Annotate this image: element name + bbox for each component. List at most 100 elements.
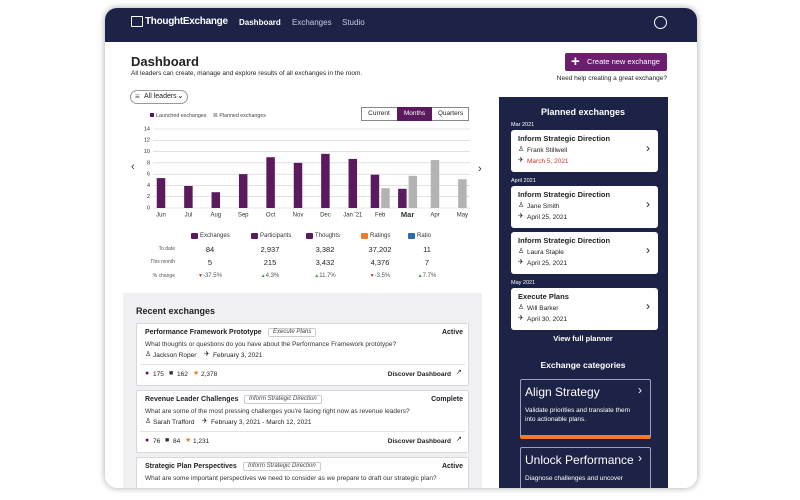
chevron: › <box>638 451 642 465</box>
filter-dropdown[interactable] <box>130 90 188 104</box>
stat-icon <box>306 233 313 239</box>
x-tick-label: Aug <box>210 213 221 219</box>
person-icon: ♙ <box>518 304 525 311</box>
date-icon: ✈ <box>518 259 524 266</box>
stat-icon: ■ <box>165 437 170 444</box>
date-icon: ✈ <box>518 315 524 322</box>
stat-change: ▲4.3% <box>261 273 280 280</box>
change-value: -37.5% <box>202 273 222 279</box>
month-label: May 2021 <box>511 280 536 286</box>
chevron: › <box>646 243 650 257</box>
exchange-question: What are some of the most pressing chall… <box>145 408 410 415</box>
person-icon: ♙ <box>518 202 525 209</box>
toggle-label[interactable]: Quarters <box>437 110 464 117</box>
x-tick-label: Nov <box>293 213 304 219</box>
stat-header: Ratio <box>417 233 432 239</box>
exchange-stat: 162 <box>177 371 188 378</box>
stat-icon: ● <box>145 370 150 377</box>
external-icon: ↗ <box>456 369 462 376</box>
stat-header: Participants <box>260 233 292 239</box>
help-link[interactable]: Need help creating a great exchange? <box>556 75 667 82</box>
create-button[interactable] <box>565 53 667 71</box>
change-value: 7.7% <box>422 273 437 279</box>
planned-card[interactable] <box>511 232 658 274</box>
x-tick-label: Feb <box>375 213 386 219</box>
bar <box>293 162 303 208</box>
nav-item[interactable]: Studio <box>342 18 365 27</box>
exchange-person: Jackson Roper <box>153 352 197 359</box>
stat-icon <box>408 233 415 239</box>
date-icon: ✈ <box>202 418 208 425</box>
toggle-label[interactable]: Current <box>368 110 390 117</box>
card-divider <box>140 431 465 432</box>
stat-value: 4,376 <box>370 258 390 267</box>
toggle-label[interactable]: Months <box>403 110 426 117</box>
x-tick-label: May <box>457 213 468 219</box>
stat-value: 3,432 <box>315 258 335 267</box>
y-tick-label: 12 <box>144 138 150 144</box>
stat-value: 7 <box>424 258 430 267</box>
exchange-stat: 175 <box>153 371 164 378</box>
chart-next: › <box>478 163 482 175</box>
exchange-card[interactable] <box>136 390 469 453</box>
category-card[interactable] <box>520 379 651 439</box>
legend-swatch <box>213 113 218 117</box>
filter-label[interactable]: All leaders <box>144 93 177 100</box>
exchange-card[interactable] <box>136 323 469 386</box>
exchange-title[interactable]: Strategic Plan Perspectives <box>145 463 237 470</box>
planned-person: Laura Staple <box>527 249 564 256</box>
create-button-label[interactable]: Create new exchange <box>587 57 660 66</box>
stat-header: Exchanges <box>200 233 230 239</box>
discover-link[interactable]: Discover Dashboard <box>387 371 451 378</box>
planned-card[interactable] <box>511 186 658 228</box>
bar <box>211 192 221 208</box>
category-text: Validate priorities and translate them i… <box>525 407 631 424</box>
x-tick-label: Sep <box>238 213 249 219</box>
bar <box>430 160 440 208</box>
toggle-option[interactable] <box>397 107 432 121</box>
planned-card[interactable] <box>511 130 658 172</box>
external-icon: ↗ <box>456 436 462 443</box>
stat-icon: ● <box>145 437 150 444</box>
logo: ThoughtExchange <box>145 16 228 27</box>
stat-value: 2,937 <box>260 245 280 254</box>
chevron: ⌄ <box>177 91 184 100</box>
stat-value: 37,202 <box>368 245 392 254</box>
discover-link[interactable]: Discover Dashboard <box>387 438 451 445</box>
date-icon: ✈ <box>204 351 210 358</box>
recent-title: Recent exchanges <box>136 306 216 316</box>
change-arrow: ▼ <box>198 273 203 279</box>
page-subtitle: All leaders can create, manage and explo… <box>131 70 363 77</box>
x-tick-label: Apr <box>430 213 439 219</box>
date-icon: ✈ <box>518 157 524 164</box>
stat-value: 5 <box>207 258 213 267</box>
stat-icon <box>191 233 198 239</box>
stat-value: 84 <box>205 245 215 254</box>
person-icon: ♙ <box>145 351 152 358</box>
exchange-tag: Execute Plans <box>268 328 317 337</box>
bar <box>408 175 418 208</box>
stat-icon: ■ <box>169 370 174 377</box>
change-arrow: ▲ <box>314 273 320 279</box>
exchange-stat: 84 <box>173 438 181 445</box>
nav-item[interactable]: Dashboard <box>239 18 281 27</box>
month-label: April 2021 <box>511 178 536 184</box>
y-tick-label: 4 <box>147 183 150 189</box>
chart: 0 2 4 6 8 10 12 14 Jun Jul Aug Sep Oct Nov Dec Jan '21 F… <box>131 113 482 219</box>
y-tick-label: 14 <box>144 126 150 132</box>
category-card[interactable] <box>520 447 651 488</box>
exchange-status: Complete <box>431 396 463 403</box>
view-planner[interactable]: View full planner <box>553 334 613 343</box>
filter-icon: ≡ <box>135 92 140 101</box>
user-icon[interactable] <box>654 16 667 29</box>
exchange-title[interactable]: Performance Framework Prototype <box>145 329 262 336</box>
planned-card[interactable] <box>511 288 658 330</box>
chevron: › <box>646 141 650 155</box>
change-arrow: ▼ <box>369 273 375 279</box>
exchange-title[interactable]: Revenue Leader Challenges <box>145 396 239 403</box>
stat-value: 3,382 <box>315 245 335 254</box>
exchange-date: February 3, 2021 - March 12, 2021 <box>211 419 312 426</box>
planned-card-title: Inform Strategic Direction <box>518 190 611 199</box>
nav-item[interactable]: Exchanges <box>292 18 332 27</box>
bar <box>184 185 193 208</box>
